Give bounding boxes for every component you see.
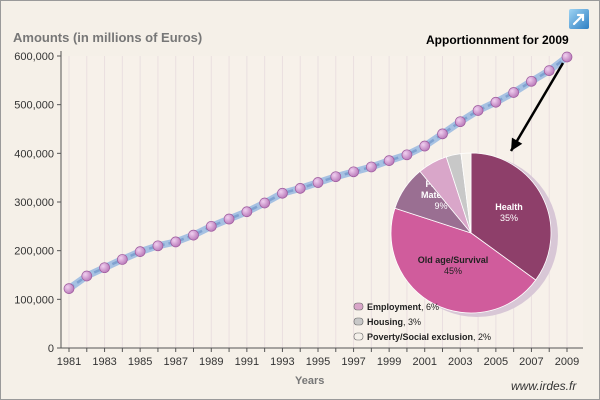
data-point xyxy=(543,65,555,76)
data-point xyxy=(152,240,164,252)
data-point xyxy=(170,236,182,248)
x-tick-label: 1999 xyxy=(377,356,401,368)
y-tick-label: 100,000 xyxy=(14,294,54,306)
y-tick-label: 400,000 xyxy=(14,148,54,160)
pointer-arrow-line xyxy=(509,62,565,152)
data-point xyxy=(99,262,110,274)
data-point xyxy=(419,140,431,152)
data-point xyxy=(561,51,573,63)
data-point xyxy=(348,166,359,178)
data-point xyxy=(472,105,484,116)
pie-slice xyxy=(470,152,552,281)
legend-swatch xyxy=(353,317,364,326)
pie-slice-label: Health xyxy=(495,202,523,212)
pie-slice-percent: 35% xyxy=(500,213,518,223)
data-point xyxy=(454,116,466,128)
x-tick-label: 2007 xyxy=(519,356,543,368)
data-point xyxy=(490,96,502,108)
pie-slice-label: Old age/Survival xyxy=(418,255,489,265)
data-point xyxy=(188,229,199,241)
y-tick-label: 0 xyxy=(48,343,54,355)
data-point xyxy=(508,87,519,98)
data-point xyxy=(437,128,448,140)
data-point xyxy=(259,197,270,209)
data-point xyxy=(241,206,253,218)
data-point xyxy=(277,187,288,199)
x-tick-label: 2003 xyxy=(448,356,472,368)
data-point xyxy=(383,155,395,166)
x-tick-label: 1993 xyxy=(270,356,294,368)
website-label: www.irdes.fr xyxy=(511,379,577,393)
legend-label: Employment, 6% xyxy=(367,302,439,312)
data-point xyxy=(117,254,128,265)
x-tick-label: 1987 xyxy=(163,356,187,368)
x-tick-label: 1991 xyxy=(235,356,259,368)
data-point xyxy=(81,270,93,282)
data-point xyxy=(63,283,75,294)
pie-slice-percent: 9% xyxy=(434,201,447,211)
x-tick-label: 2001 xyxy=(412,356,436,368)
y-axis-title: Amounts (in millions of Euros) xyxy=(13,30,203,45)
x-tick-label: 1983 xyxy=(92,356,116,368)
x-tick-label: 2009 xyxy=(555,356,579,368)
x-tick-label: 1995 xyxy=(306,356,330,368)
data-point xyxy=(526,75,537,87)
x-tick-label: 1989 xyxy=(199,356,223,368)
data-point xyxy=(134,246,146,257)
legend-swatch xyxy=(353,332,364,341)
y-tick-label: 200,000 xyxy=(14,246,54,258)
pie-slice xyxy=(390,207,537,314)
x-tick-label: 2005 xyxy=(484,356,508,368)
x-tick-label: 1985 xyxy=(128,356,152,368)
x-tick-label: 1981 xyxy=(57,356,81,368)
y-tick-label: 500,000 xyxy=(14,100,54,112)
data-point xyxy=(205,220,217,232)
pie-title: Apportionnment for 2009 xyxy=(426,33,569,47)
y-tick-label: 600,000 xyxy=(14,51,54,63)
pie-slice-percent: 45% xyxy=(444,266,462,276)
external-link-arrow-icon[interactable] xyxy=(569,9,589,29)
pie-slice xyxy=(460,152,472,234)
legend-label: Poverty/Social exclusion, 2% xyxy=(367,332,491,342)
data-point xyxy=(312,177,324,188)
data-point xyxy=(366,161,377,173)
data-point xyxy=(294,183,306,194)
y-tick-label: 300,000 xyxy=(14,197,54,209)
pointer-arrow-head xyxy=(511,137,523,151)
data-point xyxy=(223,213,235,225)
x-axis-title: Years xyxy=(295,375,325,387)
data-point xyxy=(401,149,413,161)
legend-swatch xyxy=(353,302,364,311)
legend-label: Housing, 3% xyxy=(367,317,421,327)
x-tick-label: 1997 xyxy=(341,356,365,368)
data-point xyxy=(330,171,342,183)
